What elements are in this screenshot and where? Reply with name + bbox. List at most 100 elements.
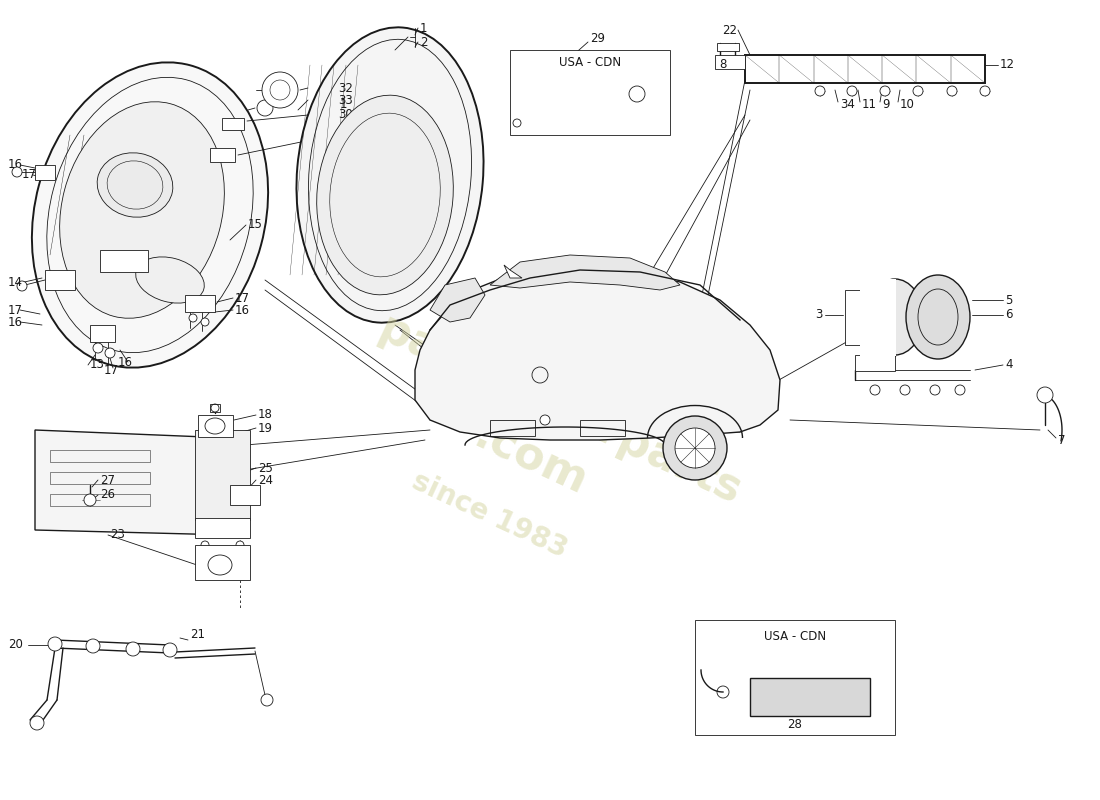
Circle shape [913,86,923,96]
Text: 20: 20 [8,638,23,651]
Circle shape [815,86,825,96]
Circle shape [955,385,965,395]
Circle shape [900,385,910,395]
Text: 13: 13 [90,358,104,371]
Text: 17: 17 [104,363,119,377]
Bar [715,55,745,69]
Bar [580,420,625,436]
Text: 17: 17 [8,303,23,317]
Text: 16: 16 [235,303,250,317]
Polygon shape [185,295,214,312]
Circle shape [980,86,990,96]
Text: 8: 8 [719,58,727,71]
Circle shape [540,415,550,425]
Circle shape [675,428,715,468]
Circle shape [104,348,116,358]
Text: USA - CDN: USA - CDN [763,630,826,642]
Text: 1: 1 [340,98,348,110]
Polygon shape [490,255,680,290]
Text: 19: 19 [258,422,273,434]
Polygon shape [45,270,75,290]
Bar [195,518,250,538]
Bar [50,472,150,484]
Circle shape [261,694,273,706]
Bar [750,678,870,716]
Polygon shape [415,268,780,440]
Ellipse shape [867,279,923,355]
Text: 25: 25 [258,462,273,474]
Circle shape [663,416,727,480]
Text: 2: 2 [420,35,428,49]
Circle shape [201,318,209,326]
Circle shape [1037,387,1053,403]
Polygon shape [210,148,235,162]
Text: 22: 22 [722,23,737,37]
Circle shape [126,642,140,656]
Text: 17: 17 [22,169,37,182]
Circle shape [262,72,298,108]
Text: 32: 32 [338,82,353,94]
Circle shape [717,686,729,698]
Bar [222,118,244,130]
Ellipse shape [297,27,484,322]
Bar [695,620,895,735]
Bar [855,355,895,371]
Text: 24: 24 [258,474,273,486]
Ellipse shape [59,102,224,318]
Text: 27: 27 [100,474,116,486]
Bar [195,430,250,520]
Circle shape [86,639,100,653]
Text: 18: 18 [258,409,273,422]
Ellipse shape [135,257,205,303]
Bar [195,545,250,580]
Text: 10: 10 [900,98,915,111]
Bar [100,250,148,272]
Text: 23: 23 [110,529,125,542]
Ellipse shape [97,153,173,217]
Text: passionforparts: passionforparts [372,307,748,513]
Circle shape [16,281,28,291]
Text: 34: 34 [840,98,855,111]
Circle shape [12,167,22,177]
Text: 16: 16 [118,355,133,369]
Polygon shape [35,165,55,180]
Bar [717,43,739,51]
Bar [845,290,895,345]
Circle shape [94,343,103,353]
Circle shape [189,314,197,322]
Circle shape [947,86,957,96]
Bar [510,50,670,135]
Text: 11: 11 [862,98,877,111]
Bar [198,415,233,437]
Text: 3: 3 [815,309,823,322]
Bar [50,494,150,506]
Text: 29: 29 [590,31,605,45]
Text: 6: 6 [1005,309,1012,322]
Circle shape [48,637,62,651]
Circle shape [880,86,890,96]
Text: 26: 26 [100,489,116,502]
Ellipse shape [32,62,268,368]
Circle shape [870,385,880,395]
Text: 31: 31 [338,129,353,142]
Polygon shape [430,278,485,322]
Text: 1: 1 [420,22,428,34]
Circle shape [257,100,273,116]
Text: 17: 17 [235,291,250,305]
Text: .com: .com [466,415,594,505]
Polygon shape [90,325,116,342]
Circle shape [930,385,940,395]
Ellipse shape [317,95,453,294]
Bar [860,279,896,356]
Text: USA - CDN: USA - CDN [559,57,621,70]
Text: 16: 16 [8,315,23,329]
Circle shape [30,716,44,730]
Text: 16: 16 [8,158,23,171]
Ellipse shape [906,275,970,359]
Circle shape [847,86,857,96]
Bar [210,404,220,412]
Text: 30: 30 [338,109,353,122]
Text: 9: 9 [882,98,890,111]
Text: 14: 14 [8,277,23,290]
Circle shape [84,494,96,506]
